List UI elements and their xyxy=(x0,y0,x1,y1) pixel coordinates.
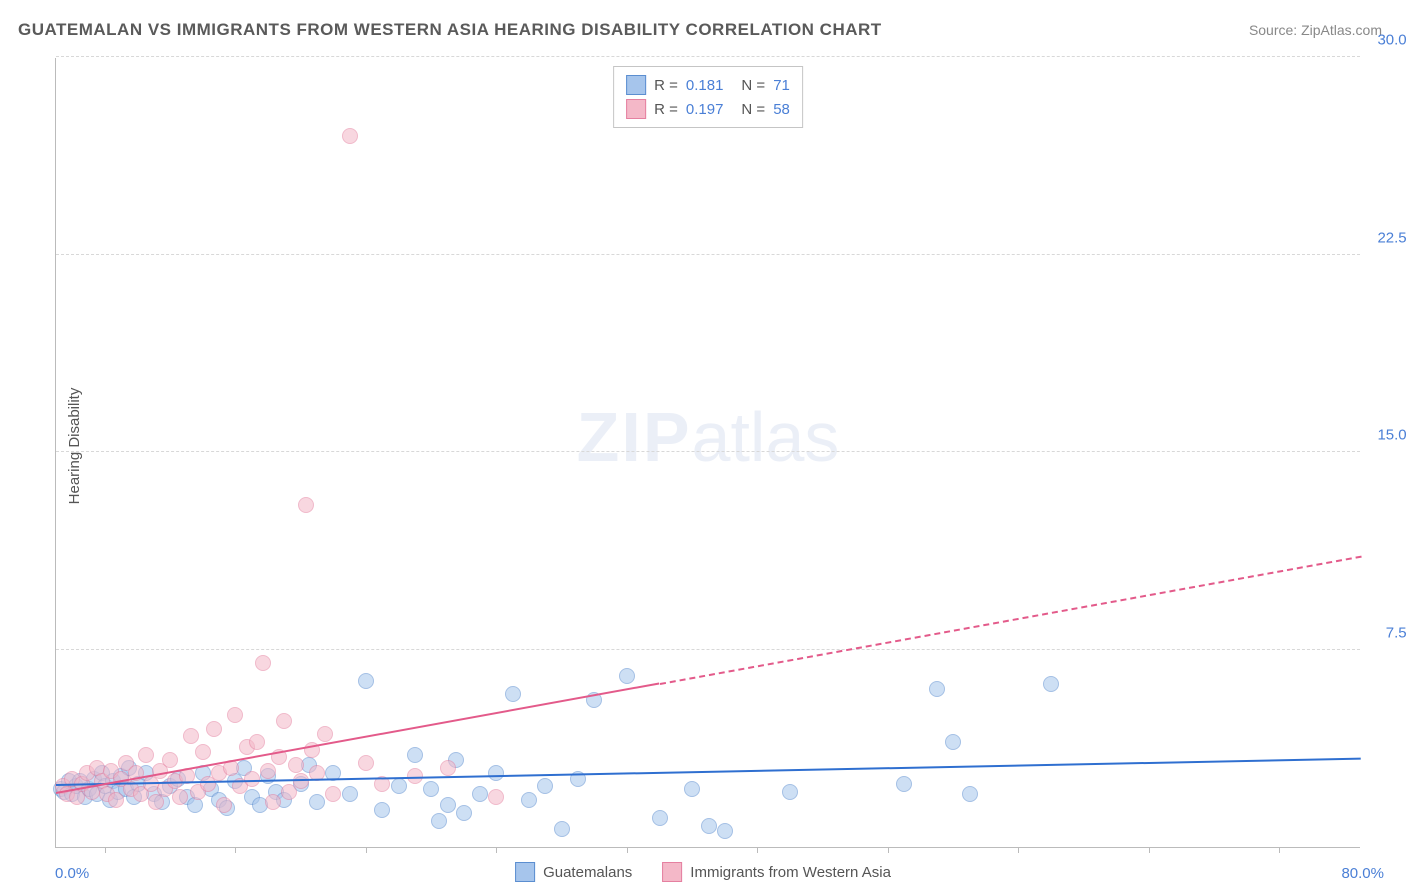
data-point xyxy=(782,784,798,800)
data-point xyxy=(342,128,358,144)
legend-n-label: N = xyxy=(741,77,765,94)
legend-swatch xyxy=(662,862,682,882)
data-point xyxy=(138,747,154,763)
data-point xyxy=(488,789,504,805)
data-point xyxy=(701,818,717,834)
data-point xyxy=(423,781,439,797)
legend-swatch xyxy=(515,862,535,882)
y-tick-label: 22.5% xyxy=(1365,229,1406,246)
data-point xyxy=(276,713,292,729)
data-point xyxy=(183,728,199,744)
data-point xyxy=(684,781,700,797)
x-tick xyxy=(235,847,236,853)
data-point xyxy=(244,771,260,787)
data-point xyxy=(896,776,912,792)
chart-title: GUATEMALAN VS IMMIGRANTS FROM WESTERN AS… xyxy=(18,20,882,40)
x-axis-min: 0.0% xyxy=(55,865,89,882)
data-point xyxy=(407,747,423,763)
data-point xyxy=(945,734,961,750)
data-point xyxy=(619,668,635,684)
legend-series-item: Immigrants from Western Asia xyxy=(662,862,891,882)
gridline xyxy=(56,649,1360,650)
legend-series-label: Guatemalans xyxy=(543,864,632,881)
plot-area: ZIPatlas R = 0.181N = 71R = 0.197N = 58 … xyxy=(55,58,1360,848)
data-point xyxy=(358,755,374,771)
data-point xyxy=(456,805,472,821)
data-point xyxy=(1043,676,1059,692)
data-point xyxy=(374,802,390,818)
data-point xyxy=(391,778,407,794)
data-point xyxy=(488,765,504,781)
data-point xyxy=(288,757,304,773)
data-point xyxy=(216,797,232,813)
data-point xyxy=(206,721,222,737)
data-point xyxy=(440,760,456,776)
data-point xyxy=(342,786,358,802)
data-point xyxy=(652,810,668,826)
gridline xyxy=(56,56,1360,57)
x-tick xyxy=(1149,847,1150,853)
data-point xyxy=(440,797,456,813)
legend-r-label: R = xyxy=(654,101,678,118)
data-point xyxy=(325,786,341,802)
y-tick-label: 30.0% xyxy=(1365,32,1406,49)
data-point xyxy=(260,763,276,779)
x-tick xyxy=(757,847,758,853)
x-tick xyxy=(1279,847,1280,853)
watermark-atlas: atlas xyxy=(692,398,840,476)
data-point xyxy=(309,794,325,810)
data-point xyxy=(255,655,271,671)
x-tick xyxy=(1018,847,1019,853)
trend-line xyxy=(659,555,1361,684)
x-tick xyxy=(627,847,628,853)
legend-swatch xyxy=(626,99,646,119)
legend-series: Guatemalans Immigrants from Western Asia xyxy=(515,862,891,882)
legend-series-label: Immigrants from Western Asia xyxy=(690,864,891,881)
data-point xyxy=(227,707,243,723)
data-point xyxy=(148,794,164,810)
data-point xyxy=(505,686,521,702)
data-point xyxy=(317,726,333,742)
legend-stat-row: R = 0.181 N = 71 xyxy=(626,73,790,97)
x-tick xyxy=(105,847,106,853)
data-point xyxy=(431,813,447,829)
legend-r-value: 0.197 xyxy=(686,101,724,118)
data-point xyxy=(195,744,211,760)
legend-swatch xyxy=(626,75,646,95)
x-axis-max: 80.0% xyxy=(1341,865,1384,882)
data-point xyxy=(962,786,978,802)
watermark-zip: ZIP xyxy=(577,398,692,476)
data-point xyxy=(108,792,124,808)
data-point xyxy=(265,794,281,810)
data-point xyxy=(472,786,488,802)
legend-r-label: R = xyxy=(654,77,678,94)
data-point xyxy=(554,821,570,837)
data-point xyxy=(929,681,945,697)
gridline xyxy=(56,451,1360,452)
chart-container: GUATEMALAN VS IMMIGRANTS FROM WESTERN AS… xyxy=(0,0,1406,892)
x-tick xyxy=(888,847,889,853)
legend-series-item: Guatemalans xyxy=(515,862,632,882)
data-point xyxy=(521,792,537,808)
data-point xyxy=(172,789,188,805)
legend-n-value: 58 xyxy=(773,101,790,118)
data-point xyxy=(717,823,733,839)
x-tick xyxy=(496,847,497,853)
y-tick-label: 15.0% xyxy=(1365,427,1406,444)
data-point xyxy=(537,778,553,794)
legend-stat-row: R = 0.197 N = 58 xyxy=(626,97,790,121)
data-point xyxy=(162,752,178,768)
source-label: Source: ZipAtlas.com xyxy=(1249,22,1382,38)
legend-r-value: 0.181 xyxy=(686,77,724,94)
data-point xyxy=(249,734,265,750)
legend-n-value: 71 xyxy=(773,77,790,94)
data-point xyxy=(358,673,374,689)
gridline xyxy=(56,254,1360,255)
watermark: ZIPatlas xyxy=(577,397,840,477)
data-point xyxy=(298,497,314,513)
legend-stats: R = 0.181 N = 71 R = 0.197 N = 58 xyxy=(613,66,803,128)
legend-n-label: N = xyxy=(741,101,765,118)
x-tick xyxy=(366,847,367,853)
y-tick-label: 7.5% xyxy=(1365,624,1406,641)
